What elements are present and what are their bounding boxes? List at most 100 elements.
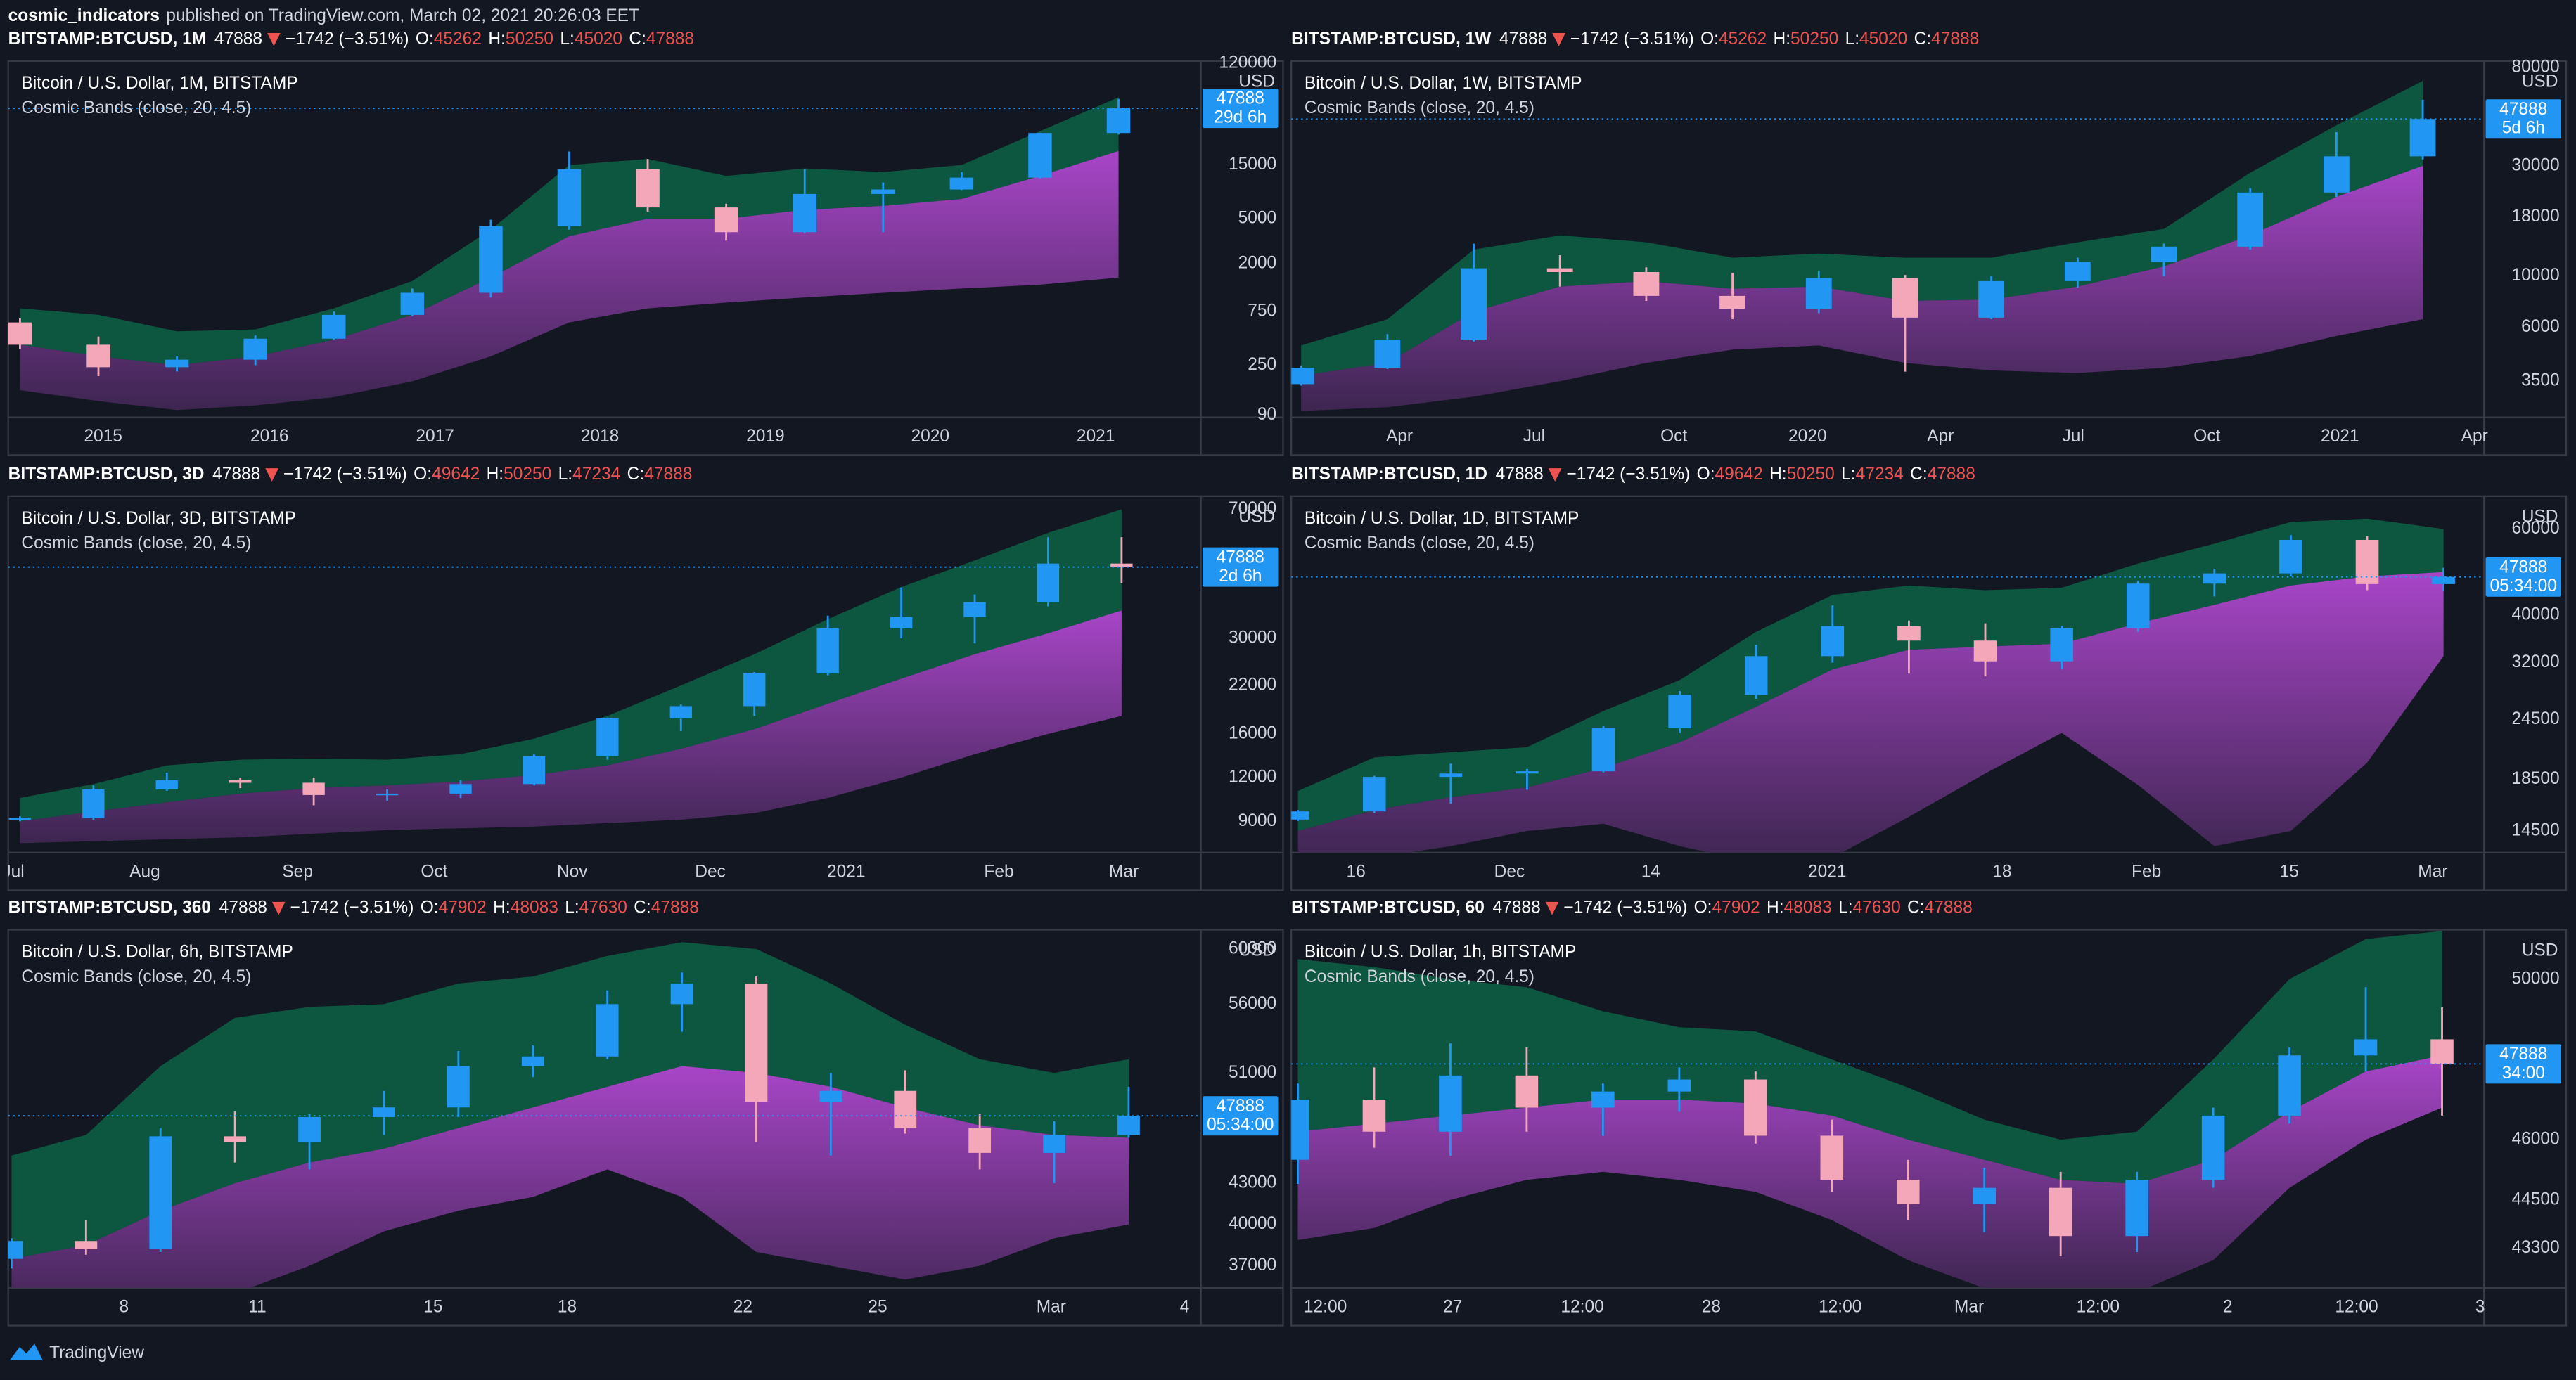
y-tick-label: 30000 — [1229, 628, 1276, 647]
candle-body — [743, 673, 766, 707]
header-text: 45020 — [575, 30, 622, 49]
header-text: 47234 — [572, 465, 620, 484]
candle-body — [1106, 108, 1131, 134]
y-tick-label: 46000 — [2511, 1130, 2559, 1149]
x-tick-label: 12:00 — [1561, 1297, 1603, 1316]
currency-label: USD — [2522, 72, 2558, 91]
candle-body — [298, 1116, 321, 1142]
y-tick-label: 250 — [1248, 355, 1276, 374]
candle-body — [1896, 1180, 1920, 1204]
y-tick-label: 120000 — [1219, 53, 1276, 72]
candle-body — [1805, 278, 1832, 309]
x-tick-label: 15 — [2280, 862, 2299, 881]
band-purple — [1297, 1055, 2442, 1288]
time-axis: 16 Dec 14 2021 18 Feb 15 Mar — [1347, 862, 2448, 881]
candle-body — [155, 780, 178, 789]
chart-subtitle: Cosmic Bands (close, 20, 4.5) — [1305, 967, 1534, 986]
candle-body — [1668, 695, 1691, 729]
header-text: 47888 — [1925, 898, 1973, 917]
currency-label: USD — [2522, 941, 2558, 960]
x-tick-label: 2021 — [1808, 862, 1847, 881]
band-purple — [11, 1066, 1129, 1288]
header-text: H: — [1767, 898, 1784, 917]
x-tick-label: Apr — [1927, 427, 1954, 446]
header-text: 47630 — [579, 898, 627, 917]
x-tick-label: 2 — [2223, 1297, 2233, 1316]
header-text: 45020 — [1859, 30, 1907, 49]
price-tag-countdown: 5d 6h — [2502, 119, 2545, 138]
chart-panel: BITSTAMP:BTCUSD, 60 47888 −1742 (−3.51%) O:… — [1290, 898, 2568, 1327]
y-tick-label: 60000 — [1229, 939, 1276, 957]
y-tick-label: 5000 — [1238, 209, 1277, 228]
x-tick-label: 25 — [868, 1297, 887, 1316]
band-green — [20, 97, 1119, 366]
candle-body — [1719, 295, 1745, 309]
candle-body — [2050, 628, 2073, 662]
candle-body — [8, 818, 32, 820]
header-text: 47888 — [1499, 30, 1547, 49]
y-tick-label: 15000 — [1229, 155, 1276, 174]
header-text: H: — [1774, 30, 1791, 49]
candle-body — [2430, 1039, 2454, 1064]
price-tag-value: 47888 — [2499, 1045, 2547, 1064]
x-tick-label: 27 — [1443, 1297, 1462, 1316]
x-tick-label: Oct — [1660, 427, 1687, 446]
x-tick-label: 11 — [248, 1297, 266, 1316]
down-arrow-icon — [265, 468, 278, 482]
header-text: −1742 (−3.51%) — [283, 465, 407, 484]
header-text: H: — [488, 30, 506, 49]
price-tag — [2485, 557, 2561, 597]
chart-panel: BITSTAMP:BTCUSD, 1M 47888 −1742 (−3.51%) O:… — [7, 30, 1284, 456]
candle-body — [1821, 626, 1845, 657]
candle-body — [302, 782, 325, 795]
published-info: published on TradingView.com, March 02, … — [166, 6, 639, 25]
header-text: −1742 (−3.51%) — [286, 30, 409, 49]
header-text: −1742 (−3.51%) — [1570, 30, 1694, 49]
header-text: C: — [634, 898, 651, 917]
header-text: H: — [1769, 465, 1787, 484]
candle-body — [447, 1066, 470, 1108]
header-text: L: — [558, 465, 572, 484]
x-tick-label: Mar — [1109, 862, 1139, 881]
x-tick-label: 2019 — [746, 427, 785, 446]
x-tick-label: 2021 — [827, 862, 866, 881]
candle-body — [479, 226, 503, 293]
x-tick-label: 4 — [1180, 1297, 1190, 1316]
x-tick-label: 2020 — [911, 427, 949, 446]
chart-title: Bitcoin / U.S. Dollar, 1M, BITSTAMP — [21, 74, 297, 93]
chart-subtitle: Cosmic Bands (close, 20, 4.5) — [1305, 98, 1534, 117]
candle-body — [596, 1004, 619, 1057]
y-tick-label: 50000 — [2511, 969, 2559, 988]
x-tick-label: Dec — [695, 862, 726, 881]
candle-body — [2125, 1180, 2148, 1237]
header-text: C: — [629, 30, 646, 49]
candle-body — [8, 1241, 23, 1259]
footer-brand[interactable]: TradingView — [49, 1343, 144, 1362]
y-tick-label: 30000 — [2511, 155, 2559, 174]
header-text: −1742 (−3.51%) — [1566, 465, 1690, 484]
header-text: 47888 — [651, 898, 699, 917]
header-text: L: — [1838, 898, 1852, 917]
price-tag-countdown: 05:34:00 — [1207, 1116, 1274, 1135]
x-tick-label: Nov — [557, 862, 588, 881]
header-text: 45262 — [1719, 30, 1767, 49]
candle-body — [1037, 563, 1060, 602]
candle-body — [400, 292, 425, 315]
x-tick-label: Mar — [2418, 862, 2447, 881]
candle-body — [1973, 1187, 1996, 1204]
header-text: C: — [1910, 465, 1928, 484]
candle-body — [968, 1128, 992, 1153]
header-text: 47888 — [1931, 30, 1979, 49]
x-tick-label: 2018 — [581, 427, 620, 446]
header-text: C: — [627, 465, 645, 484]
candle-body — [2064, 262, 2091, 281]
header-text: 47888 — [212, 465, 260, 484]
candle-body — [2201, 1115, 2225, 1180]
plot-area — [8, 97, 1201, 411]
candle-body — [816, 628, 839, 673]
y-tick-label: 14500 — [2511, 821, 2559, 840]
header-text: −1742 (−3.51%) — [290, 898, 414, 917]
candle-body — [1515, 1075, 1539, 1108]
candle-body — [894, 1090, 917, 1128]
